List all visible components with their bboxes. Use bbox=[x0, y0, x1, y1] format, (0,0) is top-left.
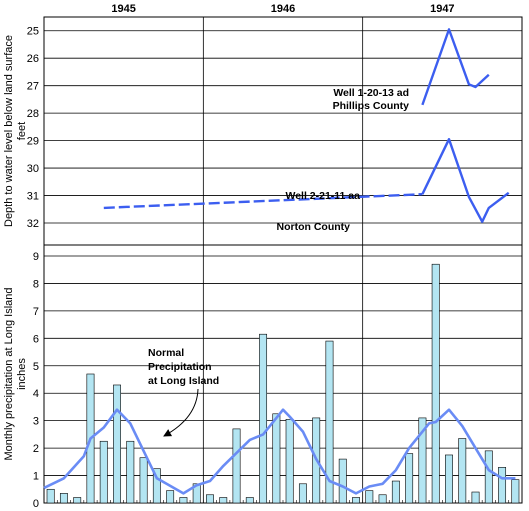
precipitation-bar bbox=[152, 468, 161, 504]
bottom-y-tick-label: 1 bbox=[33, 471, 39, 483]
precipitation-panel: 0 1 2 3 4 5 6 7 8 9 Normal Precipitation at Long Isl… bbox=[33, 251, 522, 510]
precipitation-bar bbox=[498, 467, 507, 504]
well-1-name: Well 1-20-13 ad bbox=[333, 87, 409, 99]
top-y-tick-label: 25 bbox=[27, 26, 39, 38]
year-labels: 1945 1946 1947 bbox=[111, 3, 454, 15]
precipitation-bar bbox=[126, 440, 135, 504]
bottom-y-tick-label: 4 bbox=[33, 388, 39, 400]
precipitation-bar bbox=[484, 450, 493, 504]
well-2-name: Well 2-21-11 aa bbox=[285, 190, 360, 202]
well-2-county: Norton County bbox=[277, 221, 351, 233]
normal-precipitation-label: Normal bbox=[148, 347, 184, 359]
precipitation-bar bbox=[471, 491, 480, 504]
bottom-y-tick-label: 8 bbox=[33, 278, 39, 290]
normal-precipitation-arrow bbox=[163, 388, 199, 437]
precipitation-bar bbox=[259, 333, 268, 504]
chart-frame bbox=[43, 16, 523, 504]
precipitation-bar bbox=[219, 497, 228, 504]
top-y-tick-label: 31 bbox=[27, 191, 39, 203]
precipitation-bar bbox=[325, 340, 334, 504]
well-line-3 bbox=[421, 137, 510, 223]
precipitation-bar bbox=[378, 494, 387, 504]
bottom-y-tick-label: 2 bbox=[33, 443, 39, 455]
precipitation-bar bbox=[192, 483, 201, 504]
bottom-y-axis-unit: inches bbox=[16, 358, 28, 390]
precipitation-bar bbox=[245, 497, 254, 504]
well-1-county: Phillips County bbox=[333, 100, 410, 112]
bottom-y-axis-label: Monthly precipitation at Long Island bbox=[3, 287, 15, 460]
precipitation-bar bbox=[298, 483, 307, 504]
precipitation-bar bbox=[431, 263, 440, 504]
precipitation-bar bbox=[338, 458, 347, 504]
precipitation-bar bbox=[285, 418, 294, 504]
precipitation-bar bbox=[99, 440, 108, 504]
top-y-tick-label: 29 bbox=[27, 136, 39, 148]
precipitation-bar bbox=[232, 428, 241, 504]
precipitation-bar bbox=[405, 453, 414, 504]
top-y-axis-unit: feet bbox=[16, 122, 28, 140]
precipitation-bar bbox=[352, 497, 360, 504]
precipitation-bar bbox=[511, 479, 520, 504]
y-axis-labels: Depth to water level below land surface f… bbox=[3, 35, 28, 461]
top-y-tick-label: 30 bbox=[27, 163, 39, 175]
normal-precipitation-label: Precipitation bbox=[148, 361, 212, 373]
well-line-1 bbox=[421, 28, 490, 106]
year-label: 1945 bbox=[111, 3, 135, 15]
precipitation-bar bbox=[113, 384, 121, 504]
precipitation-bar bbox=[73, 497, 82, 504]
precipitation-bar bbox=[46, 488, 55, 504]
bottom-y-tick-label: 3 bbox=[33, 416, 39, 428]
bottom-y-tick-label: 9 bbox=[33, 251, 39, 263]
bottom-y-tick-label: 5 bbox=[33, 361, 39, 373]
top-y-tick-label: 32 bbox=[27, 218, 39, 230]
precipitation-bar bbox=[458, 438, 467, 504]
precipitation-bar bbox=[418, 417, 427, 504]
bottom-y-tick-label: 0 bbox=[33, 498, 39, 510]
year-label: 1947 bbox=[430, 3, 454, 15]
well-line-2 bbox=[103, 193, 423, 210]
top-y-tick-label: 26 bbox=[27, 53, 39, 65]
precipitation-bar bbox=[139, 457, 148, 504]
bottom-y-tick-label: 6 bbox=[33, 333, 39, 345]
precipitation-bar bbox=[272, 413, 281, 504]
normal-precipitation-label: at Long Island bbox=[148, 375, 219, 387]
precipitation-bar bbox=[391, 480, 400, 504]
top-y-tick-label: 28 bbox=[27, 108, 39, 120]
precipitation-bar bbox=[179, 497, 188, 504]
precipitation-bar bbox=[445, 454, 453, 504]
year-label: 1946 bbox=[271, 3, 295, 15]
precipitation-bar bbox=[166, 490, 175, 504]
top-y-axis-label: Depth to water level below land surface bbox=[3, 35, 15, 227]
bottom-y-tick-label: 7 bbox=[33, 306, 39, 318]
water-level-panel: 25 26 27 28 29 30 31 32 Well 1-20-13 adPhillips … bbox=[27, 26, 522, 233]
top-y-tick-label: 27 bbox=[27, 81, 39, 93]
precipitation-bar bbox=[59, 493, 68, 504]
precipitation-bar bbox=[206, 494, 214, 504]
precipitation-bar bbox=[365, 490, 374, 504]
normal-precipitation-line bbox=[43, 408, 516, 495]
